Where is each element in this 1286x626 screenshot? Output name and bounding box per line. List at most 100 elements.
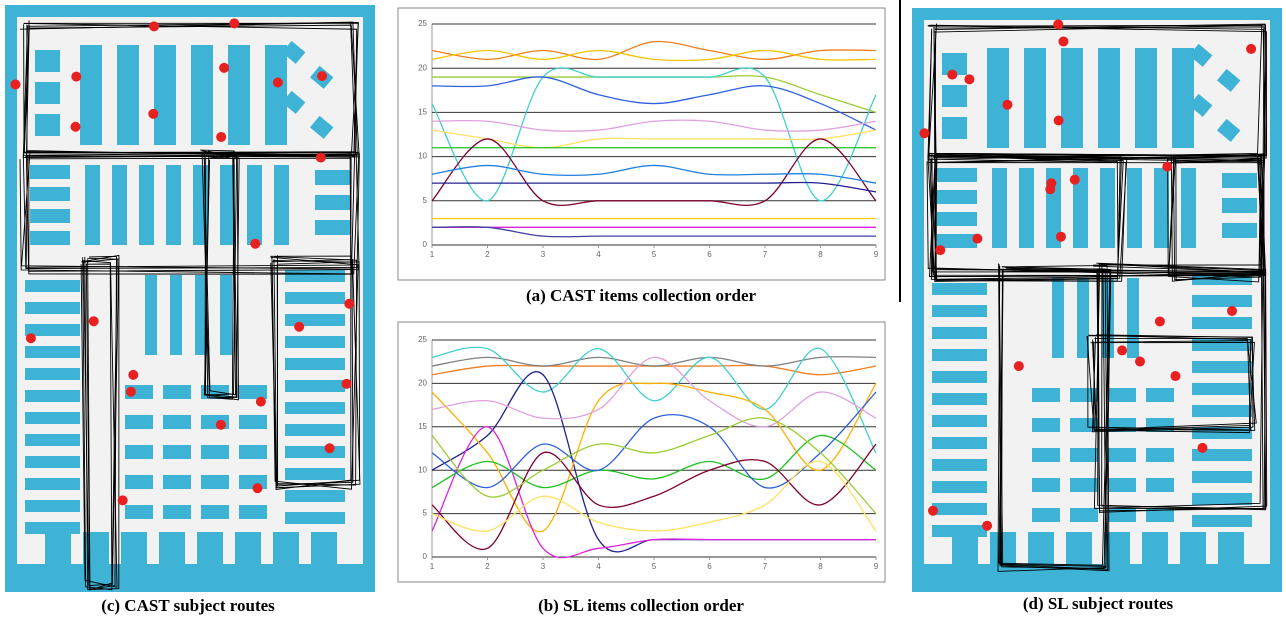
x-tick-label: 7 xyxy=(763,250,768,259)
shelf xyxy=(25,456,80,468)
shelf xyxy=(121,532,147,577)
shelf xyxy=(274,165,289,245)
shelf xyxy=(159,532,185,577)
shelf xyxy=(1135,48,1157,148)
shelf xyxy=(1192,493,1252,505)
shelf xyxy=(35,82,60,104)
item-location xyxy=(935,245,945,255)
item-location xyxy=(71,72,81,82)
shelf xyxy=(285,292,345,304)
item-location xyxy=(947,70,957,80)
y-tick-label: 25 xyxy=(418,19,427,28)
shelf xyxy=(273,532,299,577)
shelf xyxy=(1052,278,1064,358)
item-location xyxy=(118,495,128,505)
shelf xyxy=(285,380,345,392)
shelf xyxy=(992,168,1007,248)
shelf xyxy=(125,475,153,489)
item-location xyxy=(1058,36,1068,46)
shelf xyxy=(117,45,139,145)
shelf xyxy=(30,209,70,223)
store-map xyxy=(5,5,375,592)
shelf xyxy=(25,390,80,402)
x-tick-label: 4 xyxy=(596,250,601,259)
shelf xyxy=(1192,295,1252,307)
shelf xyxy=(937,212,977,226)
item-location xyxy=(317,71,327,81)
shelf xyxy=(25,478,80,490)
shelf xyxy=(1070,448,1098,462)
shelf xyxy=(197,532,223,577)
shelf xyxy=(1070,478,1098,492)
chart-frame xyxy=(398,8,885,280)
shelf xyxy=(220,275,232,355)
shelf xyxy=(163,505,191,519)
x-tick-label: 3 xyxy=(541,250,546,259)
shelf xyxy=(25,280,80,292)
shelf xyxy=(1108,388,1136,402)
item-location xyxy=(256,397,266,407)
shelf xyxy=(932,371,987,383)
shelf xyxy=(932,415,987,427)
item-location xyxy=(1135,356,1145,366)
item-location xyxy=(273,77,283,87)
shelf xyxy=(125,415,153,429)
shelf xyxy=(1098,48,1120,148)
x-tick-label: 2 xyxy=(485,562,490,571)
shelf xyxy=(1192,405,1252,417)
item-location xyxy=(229,18,239,28)
shelf xyxy=(85,165,100,245)
x-tick-label: 8 xyxy=(818,250,823,259)
shelf xyxy=(1154,168,1169,248)
shelf xyxy=(228,45,250,145)
item-location xyxy=(928,506,938,516)
shelf xyxy=(1172,48,1194,148)
chart-caption: (a) CAST items collection order xyxy=(526,286,757,305)
shelf xyxy=(937,190,977,204)
item-location xyxy=(1070,175,1080,185)
shelf xyxy=(1032,508,1060,522)
shelf xyxy=(285,358,345,370)
shelf xyxy=(1032,388,1060,402)
item-location xyxy=(216,420,226,430)
shelf xyxy=(25,368,80,380)
x-tick-label: 8 xyxy=(818,562,823,571)
shelf xyxy=(1108,478,1136,492)
item-location xyxy=(89,316,99,326)
y-tick-label: 10 xyxy=(418,465,427,474)
shelf xyxy=(201,445,229,459)
item-location xyxy=(964,74,974,84)
shelf xyxy=(1180,532,1206,577)
shelf xyxy=(285,402,345,414)
shelf xyxy=(1146,448,1174,462)
shelf xyxy=(25,412,80,424)
shelf xyxy=(35,114,60,136)
y-tick-label: 15 xyxy=(418,108,427,117)
y-tick-label: 5 xyxy=(423,196,428,205)
y-tick-label: 10 xyxy=(418,152,427,161)
item-location xyxy=(10,79,20,89)
shelf xyxy=(239,445,267,459)
shelf xyxy=(311,532,337,577)
item-location xyxy=(919,128,929,138)
shelf xyxy=(987,48,1009,148)
x-tick-label: 9 xyxy=(874,250,879,259)
shelf xyxy=(285,270,345,282)
item-location xyxy=(316,153,326,163)
shelf xyxy=(285,314,345,326)
item-location xyxy=(250,239,260,249)
x-tick-label: 7 xyxy=(763,562,768,571)
item-location xyxy=(253,483,263,493)
x-tick-label: 5 xyxy=(652,250,657,259)
y-tick-label: 5 xyxy=(423,509,428,518)
y-tick-label: 20 xyxy=(418,63,427,72)
shelf xyxy=(235,532,261,577)
item-location xyxy=(972,234,982,244)
shelf xyxy=(942,117,967,139)
map-caption: (d) SL subject routes xyxy=(1023,594,1174,613)
shelf xyxy=(1192,317,1252,329)
shelf xyxy=(1127,168,1142,248)
store-map xyxy=(912,8,1282,592)
shelf xyxy=(163,385,191,399)
shelf xyxy=(239,505,267,519)
